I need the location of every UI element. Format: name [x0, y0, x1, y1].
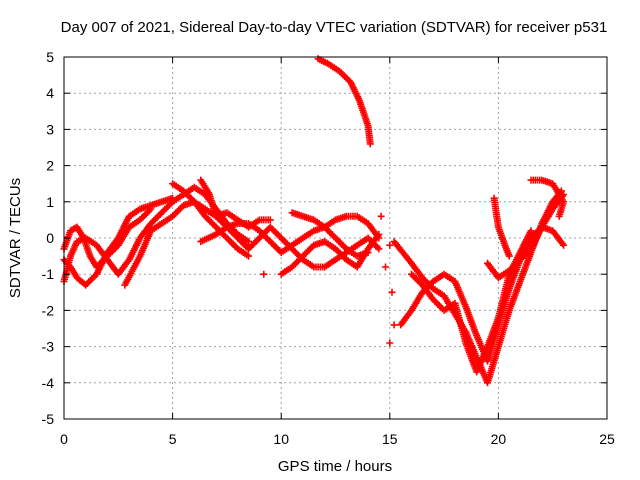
y-tick-label: -4: [42, 375, 55, 391]
x-tick-label: 25: [599, 431, 615, 447]
y-tick-label: 3: [46, 121, 54, 137]
y-tick-label: -1: [42, 266, 55, 282]
axis-ticks: [63, 56, 608, 420]
y-tick-label: 5: [46, 49, 54, 65]
x-tick-label: 5: [169, 431, 177, 447]
data-point: [366, 140, 374, 148]
data-point: [555, 212, 563, 220]
grid-lines: [64, 57, 607, 419]
x-tick-label: 20: [491, 431, 507, 447]
data-point: [390, 321, 398, 329]
y-tick-label: 4: [46, 85, 54, 101]
y-axis-label: SDTVAR / TECUs: [7, 178, 24, 298]
data-point: [260, 270, 268, 278]
y-tick-label: -2: [42, 302, 55, 318]
x-tick-label: 0: [60, 431, 68, 447]
data-point: [382, 263, 389, 271]
data-point: [245, 252, 253, 260]
data-point: [527, 227, 535, 235]
data-point: [245, 238, 253, 246]
x-axis-tick-labels: 0 5 10 15 20 25: [60, 431, 615, 447]
y-tick-label: -5: [42, 411, 55, 427]
x-tick-label: 15: [382, 431, 398, 447]
data-point: [375, 245, 383, 253]
data-point: [364, 249, 372, 256]
x-axis-label: GPS time / hours: [278, 458, 392, 475]
y-tick-label: 1: [46, 194, 54, 210]
y-tick-label: 2: [46, 158, 54, 174]
y-tick-label: -3: [42, 339, 55, 355]
x-tick-label: 10: [273, 431, 289, 447]
y-axis-tick-labels: -5 -4 -3 -2 -1 0 1 2 3 4 5: [42, 49, 55, 427]
data-point: [266, 216, 274, 224]
y-tick-label: 0: [46, 230, 54, 246]
data-point: [386, 241, 394, 249]
data-points: [60, 55, 568, 387]
data-point: [505, 252, 513, 260]
chart-title: Day 007 of 2021, Sidereal Day-to-day VTE…: [61, 19, 608, 36]
data-point: [388, 288, 396, 296]
data-point: [375, 230, 383, 238]
data-point: [377, 212, 385, 220]
data-point: [169, 194, 177, 202]
data-point: [560, 241, 568, 249]
data-point: [386, 339, 394, 347]
